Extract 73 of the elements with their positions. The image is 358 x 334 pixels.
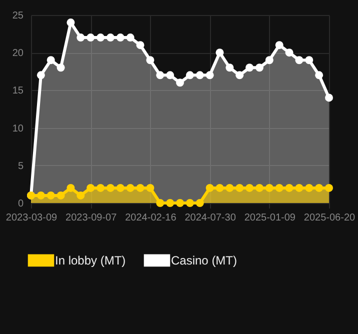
point — [305, 56, 314, 64]
point — [226, 64, 234, 72]
point — [156, 199, 164, 207]
point — [246, 64, 254, 72]
point — [315, 184, 324, 192]
point — [226, 184, 234, 192]
point — [86, 34, 95, 42]
point — [176, 199, 184, 207]
y-tick-label: 10 — [12, 123, 24, 134]
legend-label: Casino (MT) — [171, 253, 238, 268]
point — [156, 71, 164, 80]
point — [66, 18, 75, 27]
point — [76, 191, 85, 200]
point — [106, 184, 114, 192]
point — [295, 184, 304, 192]
x-tick-label: 2024-07-30 — [184, 212, 236, 224]
point — [56, 191, 65, 200]
point — [176, 78, 184, 87]
point — [56, 64, 65, 72]
point — [295, 56, 304, 64]
point — [46, 56, 55, 64]
point — [196, 199, 204, 207]
point — [305, 184, 314, 192]
point — [315, 71, 324, 80]
point — [265, 184, 274, 192]
point — [36, 191, 45, 200]
point — [186, 71, 194, 80]
point — [146, 184, 154, 192]
point — [136, 184, 144, 192]
point — [36, 71, 45, 80]
y-tick-label: 25 — [12, 10, 24, 22]
point — [285, 48, 294, 57]
point — [255, 184, 264, 192]
x-tick-label: 2024-02-16 — [125, 212, 177, 224]
point — [216, 184, 224, 192]
x-tick-label: 2025-06-20 — [304, 212, 356, 224]
point — [275, 184, 284, 192]
y-tick-label: 15 — [12, 86, 24, 97]
point — [236, 71, 244, 80]
point — [166, 199, 174, 207]
point — [206, 184, 214, 192]
point — [325, 94, 333, 102]
point — [246, 184, 254, 192]
point — [255, 64, 264, 72]
point — [106, 34, 114, 42]
x-tick-label: 2023-09-07 — [66, 212, 118, 224]
point — [116, 184, 124, 192]
point — [66, 184, 75, 192]
point — [136, 41, 144, 50]
point — [96, 184, 105, 192]
point — [236, 184, 244, 192]
point — [265, 56, 274, 64]
point — [76, 34, 85, 42]
y-tick-label: 0 — [18, 198, 24, 210]
point — [146, 56, 154, 64]
x-tick-label: 2025-01-09 — [244, 212, 296, 224]
point — [166, 71, 174, 80]
point — [216, 48, 224, 57]
point — [186, 199, 194, 207]
point — [96, 34, 105, 42]
point — [206, 71, 214, 80]
point — [196, 71, 204, 80]
y-tick-label: 5 — [18, 160, 24, 172]
legend-label: In lobby (MT) — [55, 253, 126, 268]
y-tick-label: 20 — [12, 48, 24, 60]
point — [275, 41, 284, 50]
point — [285, 184, 294, 192]
point — [46, 191, 55, 200]
point — [126, 34, 134, 42]
point — [325, 184, 333, 192]
point — [86, 184, 95, 192]
x-tick-label: 2023-03-09 — [6, 212, 58, 224]
point — [116, 34, 124, 42]
